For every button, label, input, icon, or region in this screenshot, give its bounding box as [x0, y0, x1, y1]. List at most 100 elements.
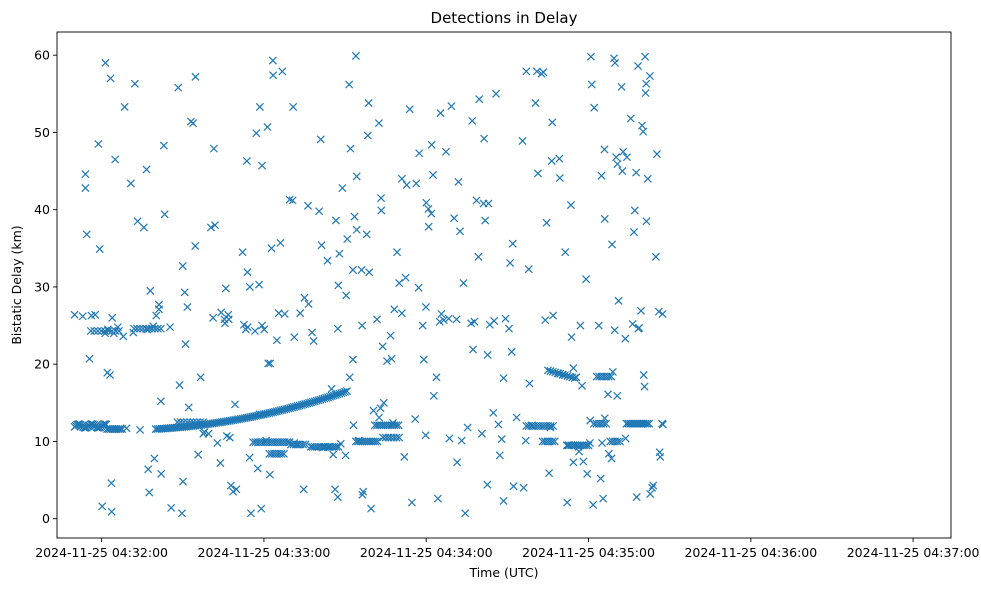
data-point-marker [546, 367, 555, 376]
data-point-marker [590, 103, 599, 112]
data-point-marker [279, 449, 288, 458]
data-point-marker [126, 179, 135, 188]
data-point-marker [411, 415, 420, 424]
data-point-marker [224, 315, 233, 324]
data-point-marker [378, 342, 387, 351]
data-point-marker [308, 328, 317, 337]
data-point-marker [450, 214, 459, 223]
data-point-marker [204, 429, 213, 438]
data-point-marker [525, 379, 534, 388]
data-point-marker [506, 258, 515, 268]
data-point-marker [414, 283, 423, 292]
data-point-marker [484, 199, 493, 208]
data-point-marker [323, 256, 332, 265]
data-point-marker [333, 324, 342, 333]
data-point-marker [375, 413, 384, 422]
data-point-marker [457, 436, 466, 445]
data-point-marker [555, 154, 564, 163]
data-point-marker [547, 156, 556, 166]
y-axis-ticks: 0 10 20 30 40 50 60 [34, 48, 57, 526]
data-point-marker [100, 326, 109, 335]
data-point-marker [400, 452, 409, 461]
data-point-marker [642, 79, 651, 88]
data-point-marker [317, 241, 326, 250]
data-point-marker [427, 140, 436, 149]
y-tick-label: 40 [34, 202, 50, 217]
data-point-marker [119, 332, 128, 341]
data-point-marker [463, 423, 472, 432]
data-point-marker [150, 454, 159, 463]
data-point-marker [424, 222, 433, 231]
data-point-marker [221, 284, 230, 293]
x-tick-label: 2024-11-25 04:32:00 [35, 545, 168, 560]
data-point-marker [632, 168, 641, 177]
data-point-marker [546, 421, 555, 431]
data-point-marker [454, 177, 463, 186]
data-point-marker [397, 309, 406, 318]
data-point-marker [196, 418, 205, 427]
data-point-marker [301, 440, 310, 449]
data-point-marker [173, 418, 182, 427]
data-point-marker [614, 296, 623, 305]
data-point-marker [277, 449, 286, 458]
data-point-marker [103, 425, 112, 434]
data-point-marker [461, 509, 470, 518]
data-point-marker [415, 149, 424, 158]
data-point-marker [622, 153, 631, 162]
data-point-marker [243, 323, 252, 332]
data-point-marker [278, 67, 287, 76]
chart-title: Detections in Delay [431, 9, 578, 27]
data-point-marker [626, 114, 635, 123]
data-point-marker [553, 369, 562, 378]
data-point-marker [395, 433, 404, 442]
data-point-marker [452, 315, 461, 324]
data-point-marker [584, 441, 593, 450]
data-point-marker [216, 459, 225, 468]
data-point-marker [153, 324, 162, 333]
data-point-marker [178, 262, 187, 271]
data-point-marker [474, 252, 483, 261]
data-point-marker [483, 480, 492, 489]
data-point-marker [175, 381, 184, 390]
data-point-marker [341, 387, 350, 396]
data-point-marker [397, 174, 406, 183]
data-point-marker [209, 313, 218, 322]
data-point-marker [183, 302, 192, 312]
data-point-marker [213, 438, 222, 448]
x-tick-label: 2024-11-25 04:36:00 [684, 545, 817, 560]
data-point-marker [136, 425, 145, 434]
data-point-marker [199, 418, 208, 427]
data-point-marker [469, 345, 478, 354]
data-point-marker [329, 450, 338, 459]
data-point-marker [563, 371, 572, 380]
data-point-marker [603, 390, 613, 399]
data-point-marker [453, 458, 462, 467]
data-point-marker [428, 170, 438, 179]
data-point-marker [348, 355, 357, 364]
data-point-marker [376, 404, 385, 413]
y-tick-label: 0 [42, 511, 50, 526]
data-point-marker [551, 368, 560, 377]
y-tick-label: 30 [34, 279, 50, 294]
data-point-marker [250, 326, 260, 335]
data-point-marker [288, 196, 297, 205]
data-point-marker [184, 403, 193, 412]
data-point-marker [489, 408, 498, 417]
data-point-marker [91, 310, 100, 319]
data-point-marker [433, 494, 442, 503]
data-point-marker [582, 441, 591, 450]
data-point-marker [299, 440, 308, 449]
data-point-marker [377, 194, 386, 203]
data-point-marker [621, 434, 630, 443]
data-point-marker [508, 239, 517, 248]
data-point-marker [81, 170, 90, 179]
data-point-marker [283, 438, 292, 447]
data-point-marker [392, 421, 401, 430]
data-point-marker [107, 479, 116, 488]
data-point-marker [144, 324, 153, 333]
data-point-marker [613, 391, 622, 400]
data-point-marker [349, 421, 358, 430]
data-point-marker [429, 391, 438, 400]
data-point-marker [604, 449, 613, 458]
